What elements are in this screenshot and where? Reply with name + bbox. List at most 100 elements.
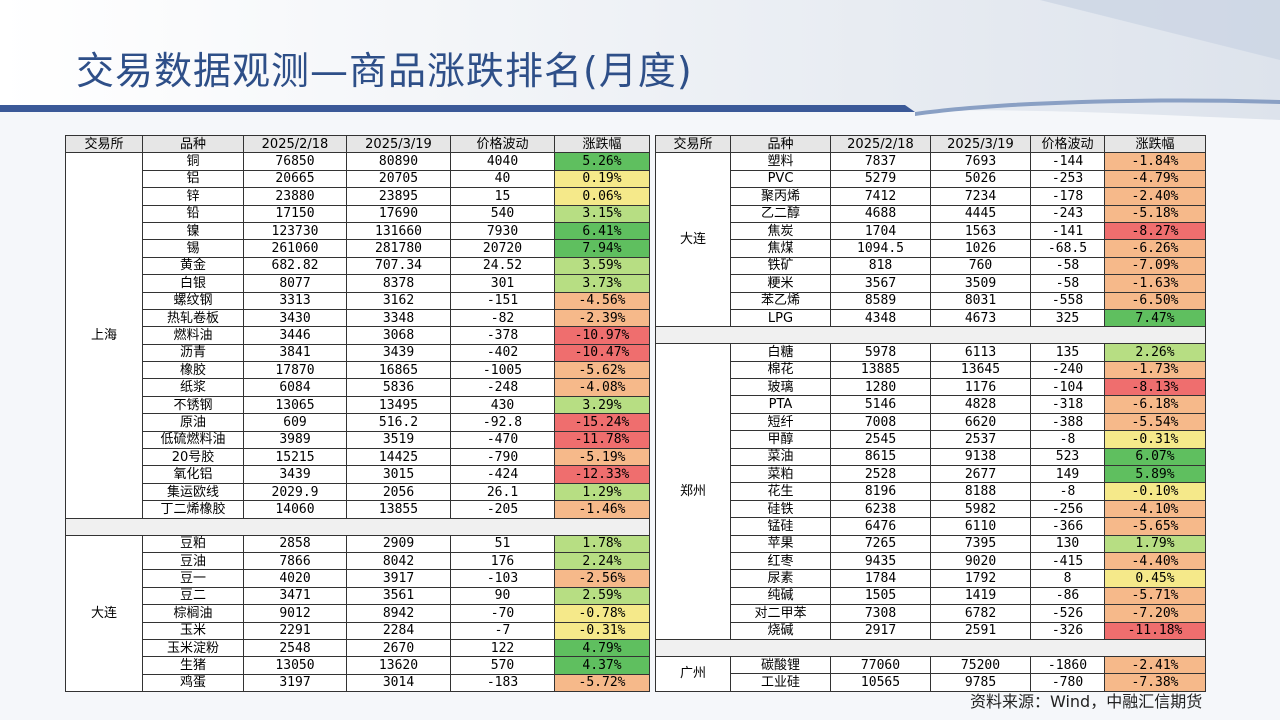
price-end-cell: 3015 bbox=[346, 465, 451, 484]
pct-change-cell: -6.50% bbox=[1104, 291, 1206, 310]
column-header: 2025/3/19 bbox=[346, 134, 451, 154]
table-row: 短纤 7008 6620 -388 -5.54% bbox=[656, 412, 1206, 432]
column-header: 交易所 bbox=[655, 134, 731, 154]
product-cell: 对二甲苯 bbox=[730, 604, 831, 623]
price-start-cell: 7308 bbox=[830, 604, 931, 623]
pct-change-cell: -5.65% bbox=[1104, 517, 1206, 536]
separator-cell bbox=[65, 517, 650, 536]
price-start-cell: 1505 bbox=[830, 586, 931, 606]
price-end-cell: 3068 bbox=[346, 326, 451, 345]
price-end-cell: 13620 bbox=[346, 656, 451, 675]
product-cell: 丁二烯橡胶 bbox=[142, 500, 244, 519]
column-header: 品种 bbox=[730, 134, 831, 154]
header-row: 交易所 品种 2025/2/18 2025/3/19 价格波动 涨跌幅 bbox=[655, 134, 1206, 154]
pct-change-cell: -8.27% bbox=[1104, 221, 1206, 241]
pct-change-cell: -1.63% bbox=[1104, 274, 1206, 293]
product-cell: 低硫燃料油 bbox=[142, 430, 244, 450]
pct-change-cell: -2.41% bbox=[1104, 655, 1206, 675]
product-cell: 锡 bbox=[142, 239, 244, 258]
change-cell: -7 bbox=[450, 621, 555, 640]
table-row: PVC 5279 5026 -253 -4.79% bbox=[656, 169, 1206, 189]
product-cell: 乙二醇 bbox=[730, 204, 831, 223]
exchange-cell: 郑州 bbox=[655, 343, 731, 640]
table-row: 集运欧线 2029.9 2056 26.1 1.29% bbox=[66, 482, 650, 502]
pct-change-cell: -4.56% bbox=[554, 291, 650, 310]
price-start-cell: 2917 bbox=[830, 621, 931, 640]
pct-change-cell: -2.56% bbox=[554, 569, 650, 588]
pct-change-cell: 3.59% bbox=[554, 256, 650, 276]
pct-change-cell: -5.62% bbox=[554, 361, 650, 380]
price-start-cell: 8077 bbox=[243, 274, 347, 293]
price-end-cell: 6113 bbox=[930, 343, 1031, 362]
price-start-cell: 7837 bbox=[830, 152, 931, 171]
table-row: PTA 5146 4828 -318 -6.18% bbox=[656, 395, 1206, 414]
table-row: 上海铜 76850 80890 4040 5.26% bbox=[65, 152, 650, 519]
pct-change-cell: 3.73% bbox=[554, 274, 650, 293]
product-cell: 沥青 bbox=[142, 343, 244, 363]
price-start-cell: 1094.5 bbox=[830, 239, 931, 258]
price-end-cell: 3917 bbox=[346, 569, 451, 588]
product-cell: 玉米淀粉 bbox=[142, 638, 244, 658]
pct-change-cell: -5.19% bbox=[554, 448, 650, 467]
product-cell: 焦煤 bbox=[730, 239, 831, 258]
table-row: 低硫燃料油 3989 3519 -470 -11.78% bbox=[66, 430, 650, 450]
pct-change-cell: -1.73% bbox=[1104, 360, 1206, 380]
change-cell: -366 bbox=[1030, 517, 1105, 536]
table-row: 棕榈油 9012 8942 -70 -0.78% bbox=[66, 604, 650, 623]
change-cell: 8 bbox=[1030, 569, 1105, 588]
product-cell: 白银 bbox=[142, 274, 244, 293]
price-end-cell: 23895 bbox=[346, 187, 451, 206]
pct-change-cell: 7.94% bbox=[554, 239, 650, 258]
table-row: 郑州 白糖 5978 6113 135 2.26% bbox=[655, 343, 1206, 640]
price-start-cell: 13065 bbox=[243, 395, 347, 415]
product-cell: 焦炭 bbox=[730, 221, 831, 241]
product-cell: 工业硅 bbox=[730, 673, 831, 692]
price-end-cell: 1563 bbox=[930, 221, 1031, 241]
table-row: 棉花 13885 13645 -240 -1.73% bbox=[656, 360, 1206, 380]
column-header: 品种 bbox=[142, 134, 244, 154]
exchange-cell: 上海 bbox=[65, 152, 143, 519]
page-title: 交易数据观测—商品涨跌排名(月度) bbox=[76, 49, 693, 93]
exchange-cell: 广州 bbox=[655, 655, 731, 692]
change-cell: -1860 bbox=[1030, 655, 1105, 675]
pct-change-cell: -15.24% bbox=[554, 413, 650, 432]
exchange-cell: 大连 bbox=[655, 152, 731, 328]
product-cell: 原油 bbox=[142, 413, 244, 432]
price-start-cell: 77060 bbox=[830, 655, 931, 675]
price-start-cell: 7008 bbox=[830, 412, 931, 432]
price-end-cell: 7693 bbox=[930, 152, 1031, 171]
price-start-cell: 1280 bbox=[830, 378, 931, 397]
price-start-cell: 3989 bbox=[243, 430, 347, 450]
price-end-cell: 707.34 bbox=[346, 256, 451, 276]
table-row: 铝 20665 20705 40 0.19% bbox=[66, 169, 650, 189]
product-cell: 锌 bbox=[142, 187, 244, 206]
price-start-cell: 818 bbox=[830, 256, 931, 276]
price-start-cell: 2029.9 bbox=[243, 482, 347, 502]
table-row: 锡 261060 281780 20720 7.94% bbox=[66, 239, 650, 258]
pct-change-cell: 0.06% bbox=[554, 187, 650, 206]
change-cell: -183 bbox=[450, 673, 555, 693]
table-row: 红枣 9435 9020 -415 -4.40% bbox=[656, 551, 1206, 571]
pct-change-cell: -2.40% bbox=[1104, 187, 1206, 206]
price-end-cell: 4673 bbox=[930, 308, 1031, 328]
change-cell: -92.8 bbox=[450, 413, 555, 432]
price-start-cell: 15215 bbox=[243, 448, 347, 467]
price-start-cell: 2548 bbox=[243, 638, 347, 658]
price-start-cell: 5146 bbox=[830, 395, 931, 414]
product-cell: 镍 bbox=[142, 221, 244, 241]
table-row: 乙二醇 4688 4445 -243 -5.18% bbox=[656, 204, 1206, 223]
price-end-cell: 3519 bbox=[346, 430, 451, 450]
product-cell: 豆油 bbox=[142, 551, 244, 571]
change-cell: -388 bbox=[1030, 412, 1105, 432]
change-cell: 122 bbox=[450, 638, 555, 658]
pct-change-cell: -11.78% bbox=[554, 430, 650, 450]
pct-change-cell: -0.31% bbox=[1104, 430, 1206, 449]
table-row: 丁二烯橡胶 14060 13855 -205 -1.46% bbox=[66, 500, 650, 519]
product-cell: 燃料油 bbox=[142, 326, 244, 345]
product-cell: 铅 bbox=[142, 204, 244, 223]
change-cell: -424 bbox=[450, 465, 555, 484]
price-start-cell: 3567 bbox=[830, 274, 931, 293]
price-end-cell: 16865 bbox=[346, 361, 451, 380]
change-cell: -526 bbox=[1030, 604, 1105, 623]
price-end-cell: 5026 bbox=[930, 169, 1031, 189]
